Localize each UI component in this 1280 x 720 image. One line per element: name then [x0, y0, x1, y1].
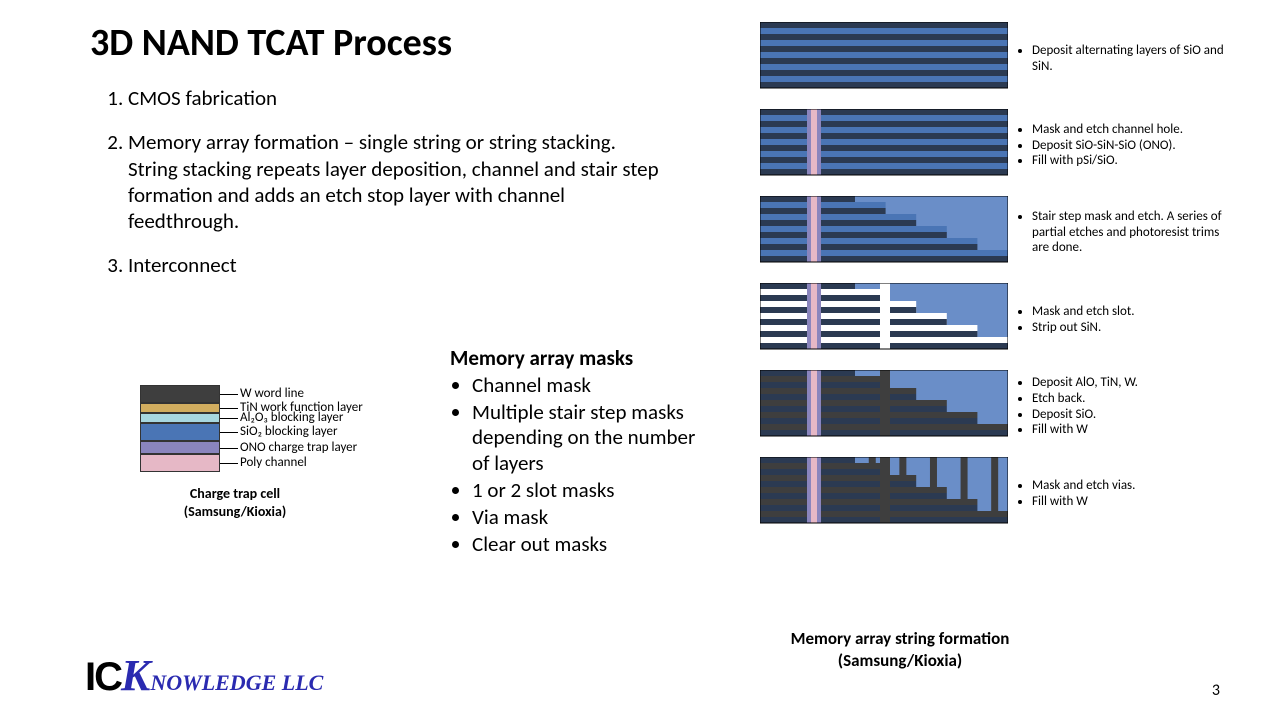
cell-caption-line: (Samsung/Kioxia)	[184, 503, 286, 520]
flow-step-bullet: Fill with pSi/SiO.	[1032, 153, 1238, 169]
flow-step-bullet: Mask and etch slot.	[1032, 304, 1238, 320]
flow-step: Deposit alternating layers of SiO and Si…	[760, 22, 1260, 95]
cell-layer-label: SiO₂ blocking layer	[240, 424, 338, 439]
cell-layer-label: ONO charge trap layer	[240, 440, 357, 455]
process-step: CMOS fabrication	[128, 85, 660, 111]
process-cross-section-icon	[760, 283, 1008, 351]
mask-item: Multiple stair step masks depending on t…	[472, 400, 700, 476]
flow-step-bullet: Deposit SiO-SiN-SiO (ONO).	[1032, 138, 1238, 154]
flow-step-bullet: Fill with W	[1032, 422, 1238, 438]
cell-layer	[140, 385, 220, 403]
charge-trap-cell-diagram: Charge trap cell (Samsung/Kioxia) W word…	[140, 385, 440, 472]
process-cross-section-icon	[760, 370, 1008, 438]
process-step: Memory array formation – single string o…	[128, 129, 660, 234]
flow-step: Mask and etch slot.Strip out SiN.	[760, 283, 1260, 356]
cell-layer-label: W word line	[240, 386, 304, 401]
cell-layer	[140, 413, 220, 423]
flow-step-bullet: Stair step mask and etch. A series of pa…	[1032, 209, 1238, 256]
flow-caption: Memory array string formation (Samsung/K…	[770, 628, 1030, 672]
flow-step: Deposit AlO, TiN, W.Etch back.Deposit Si…	[760, 370, 1260, 443]
memory-array-masks: Memory array masks Channel maskMultiple …	[450, 345, 700, 559]
ic-knowledge-logo: ICKNOWLEDGE LLC	[85, 650, 323, 701]
flow-step-bullet: Strip out SiN.	[1032, 320, 1238, 336]
cell-layer	[140, 423, 220, 441]
process-cross-section-icon	[760, 109, 1008, 177]
process-cross-section-icon	[760, 457, 1008, 525]
flow-step-bullet: Deposit SiO.	[1032, 407, 1238, 423]
cell-layer	[140, 441, 220, 454]
process-step: Interconnect	[128, 252, 660, 278]
cell-layer-label: Poly channel	[240, 455, 307, 470]
flow-step: Mask and etch vias.Fill with W	[760, 457, 1260, 530]
process-cross-section-icon	[760, 196, 1008, 264]
flow-step-bullet: Deposit AlO, TiN, W.	[1032, 375, 1238, 391]
mask-item: Clear out masks	[472, 532, 700, 557]
string-formation-flow: Deposit alternating layers of SiO and Si…	[760, 22, 1260, 544]
mask-item: Channel mask	[472, 373, 700, 398]
cell-caption-line: Charge trap cell	[190, 485, 280, 502]
masks-title: Memory array masks	[450, 345, 700, 371]
flow-step-bullet: Mask and etch vias.	[1032, 478, 1238, 494]
flow-step: Mask and etch channel hole.Deposit SiO-S…	[760, 109, 1260, 182]
mask-item: Via mask	[472, 505, 700, 530]
flow-step-bullet: Etch back.	[1032, 391, 1238, 407]
cell-layer	[140, 403, 220, 413]
page-title: 3D NAND TCAT Process	[90, 20, 452, 66]
flow-step-bullet: Deposit alternating layers of SiO and Si…	[1032, 43, 1238, 74]
process-cross-section-icon	[760, 22, 1008, 90]
mask-item: 1 or 2 slot masks	[472, 478, 700, 503]
flow-step: Stair step mask and etch. A series of pa…	[760, 196, 1260, 269]
cell-layer	[140, 454, 220, 472]
page-number: 3	[1212, 681, 1220, 700]
cell-layer-label: Al₂O₃ blocking layer	[240, 410, 343, 425]
process-steps-list: CMOS fabrication Memory array formation …	[90, 85, 660, 297]
flow-step-bullet: Fill with W	[1032, 494, 1238, 510]
flow-step-bullet: Mask and etch channel hole.	[1032, 122, 1238, 138]
